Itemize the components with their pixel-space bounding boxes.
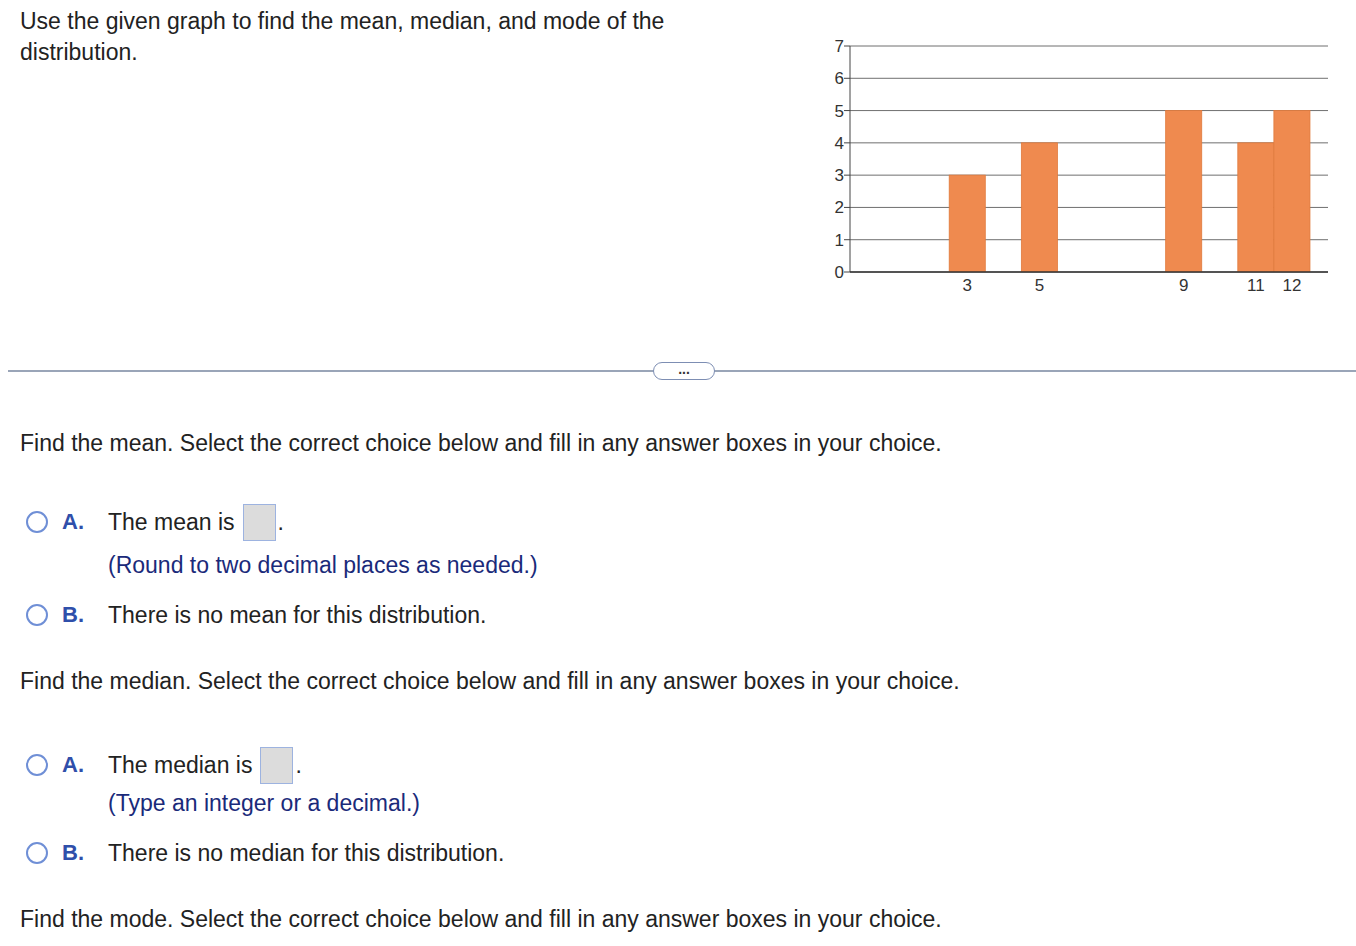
grid-line — [850, 46, 1328, 47]
bar — [1166, 111, 1202, 272]
y-tick-label: 3 — [835, 166, 844, 185]
x-tick-label: 5 — [1035, 276, 1044, 295]
instruction: Find the mode. Select the correct choice… — [20, 906, 942, 932]
y-tick — [844, 272, 850, 273]
y-tick-label: 5 — [835, 102, 844, 121]
bar — [1238, 143, 1274, 272]
hint: (Round to two decimal places as needed.) — [108, 552, 538, 578]
y-tick-label: 6 — [835, 69, 844, 88]
radio-button[interactable] — [26, 754, 48, 776]
y-tick-label: 7 — [835, 37, 844, 56]
choice-row: The median is. — [108, 746, 302, 784]
x-tick-label: 11 — [1247, 276, 1265, 295]
punctuation: . — [278, 509, 284, 535]
y-tick — [844, 46, 850, 47]
x-tick-label: 12 — [1282, 276, 1301, 295]
prompt: Use the given graph to find the mean, me… — [20, 6, 765, 68]
more-button[interactable]: ... — [653, 362, 715, 380]
grid-line — [850, 272, 1328, 273]
radio-button[interactable] — [26, 511, 48, 533]
choice-letter: A. — [62, 752, 84, 778]
punctuation: . — [295, 752, 301, 778]
choice-text: There is no mean for this distribution. — [108, 602, 486, 628]
chart: 012345673591112 — [0, 0, 1356, 320]
y-tick — [844, 110, 850, 111]
y-tick-label: 2 — [835, 198, 844, 217]
choice-text: The median is — [108, 752, 252, 778]
x-tick-label: 3 — [963, 276, 972, 295]
radio-button[interactable] — [26, 842, 48, 864]
y-tick — [844, 78, 850, 79]
y-tick-label: 4 — [835, 134, 844, 153]
choice-letter: A. — [62, 509, 84, 535]
bar — [1021, 143, 1057, 272]
choice-row: There is no median for this distribution… — [108, 834, 504, 872]
choice-letter: B. — [62, 840, 84, 866]
grid-line — [850, 110, 1328, 111]
radio-button[interactable] — [26, 604, 48, 626]
y-tick-label: 0 — [835, 263, 844, 282]
bars — [949, 111, 1310, 272]
choice-row: The mean is. — [108, 503, 284, 541]
choice-text: There is no median for this distribution… — [108, 840, 504, 866]
hint: (Type an integer or a decimal.) — [108, 790, 420, 816]
choice-letter: B. — [62, 602, 84, 628]
answer-box[interactable] — [260, 747, 293, 784]
y-axis — [850, 46, 851, 272]
y-tick-label: 1 — [835, 231, 844, 250]
x-axis — [850, 271, 1328, 273]
y-tick — [844, 175, 850, 176]
answer-box[interactable] — [243, 504, 276, 541]
choice-text: The mean is — [108, 509, 235, 535]
grid-line — [850, 78, 1328, 79]
choice-row: There is no mean for this distribution. — [108, 596, 486, 634]
instruction: Find the mean. Select the correct choice… — [20, 430, 942, 456]
x-tick-label: 9 — [1179, 276, 1188, 295]
y-tick — [844, 207, 850, 208]
bar — [1274, 111, 1310, 272]
y-tick — [844, 239, 850, 240]
y-tick — [844, 142, 850, 143]
instruction: Find the median. Select the correct choi… — [20, 668, 960, 694]
bar — [949, 175, 985, 272]
